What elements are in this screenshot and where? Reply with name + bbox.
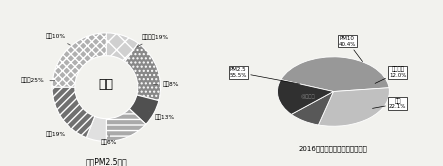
Wedge shape [52, 33, 106, 87]
Text: PM2.5
55.5%: PM2.5 55.5% [229, 67, 300, 84]
Text: 2016年北京首要污染物组成比例: 2016年北京首要污染物组成比例 [299, 145, 368, 152]
Text: 扬尘6%: 扬尘6% [101, 135, 117, 145]
Text: 餐饮13%: 餐饮13% [148, 111, 175, 120]
Text: 二氧化氮
12.0%: 二氧化氮 12.0% [375, 67, 407, 83]
Wedge shape [86, 116, 106, 141]
Text: 外来输送19%: 外来输送19% [137, 34, 169, 47]
Wedge shape [125, 43, 161, 101]
Wedge shape [281, 57, 389, 91]
Wedge shape [291, 91, 334, 125]
Wedge shape [277, 80, 334, 114]
Text: @正确云: @正确云 [301, 94, 315, 99]
Text: PM10
40.4%: PM10 40.4% [339, 36, 362, 62]
Wedge shape [129, 95, 159, 124]
Text: 臭氧
22.1%: 臭氧 22.1% [373, 98, 407, 109]
Text: 燃煤19%: 燃煤19% [45, 127, 71, 137]
Text: 其他10%: 其他10% [45, 34, 70, 45]
Wedge shape [106, 109, 146, 141]
Wedge shape [52, 87, 95, 138]
Text: 机动车25%: 机动车25% [21, 78, 54, 83]
Text: 北京: 北京 [99, 78, 114, 91]
Wedge shape [319, 88, 389, 126]
Wedge shape [106, 33, 138, 62]
Text: 工业8%: 工业8% [154, 82, 180, 87]
Text: 北京PM2.5来源: 北京PM2.5来源 [85, 158, 127, 166]
